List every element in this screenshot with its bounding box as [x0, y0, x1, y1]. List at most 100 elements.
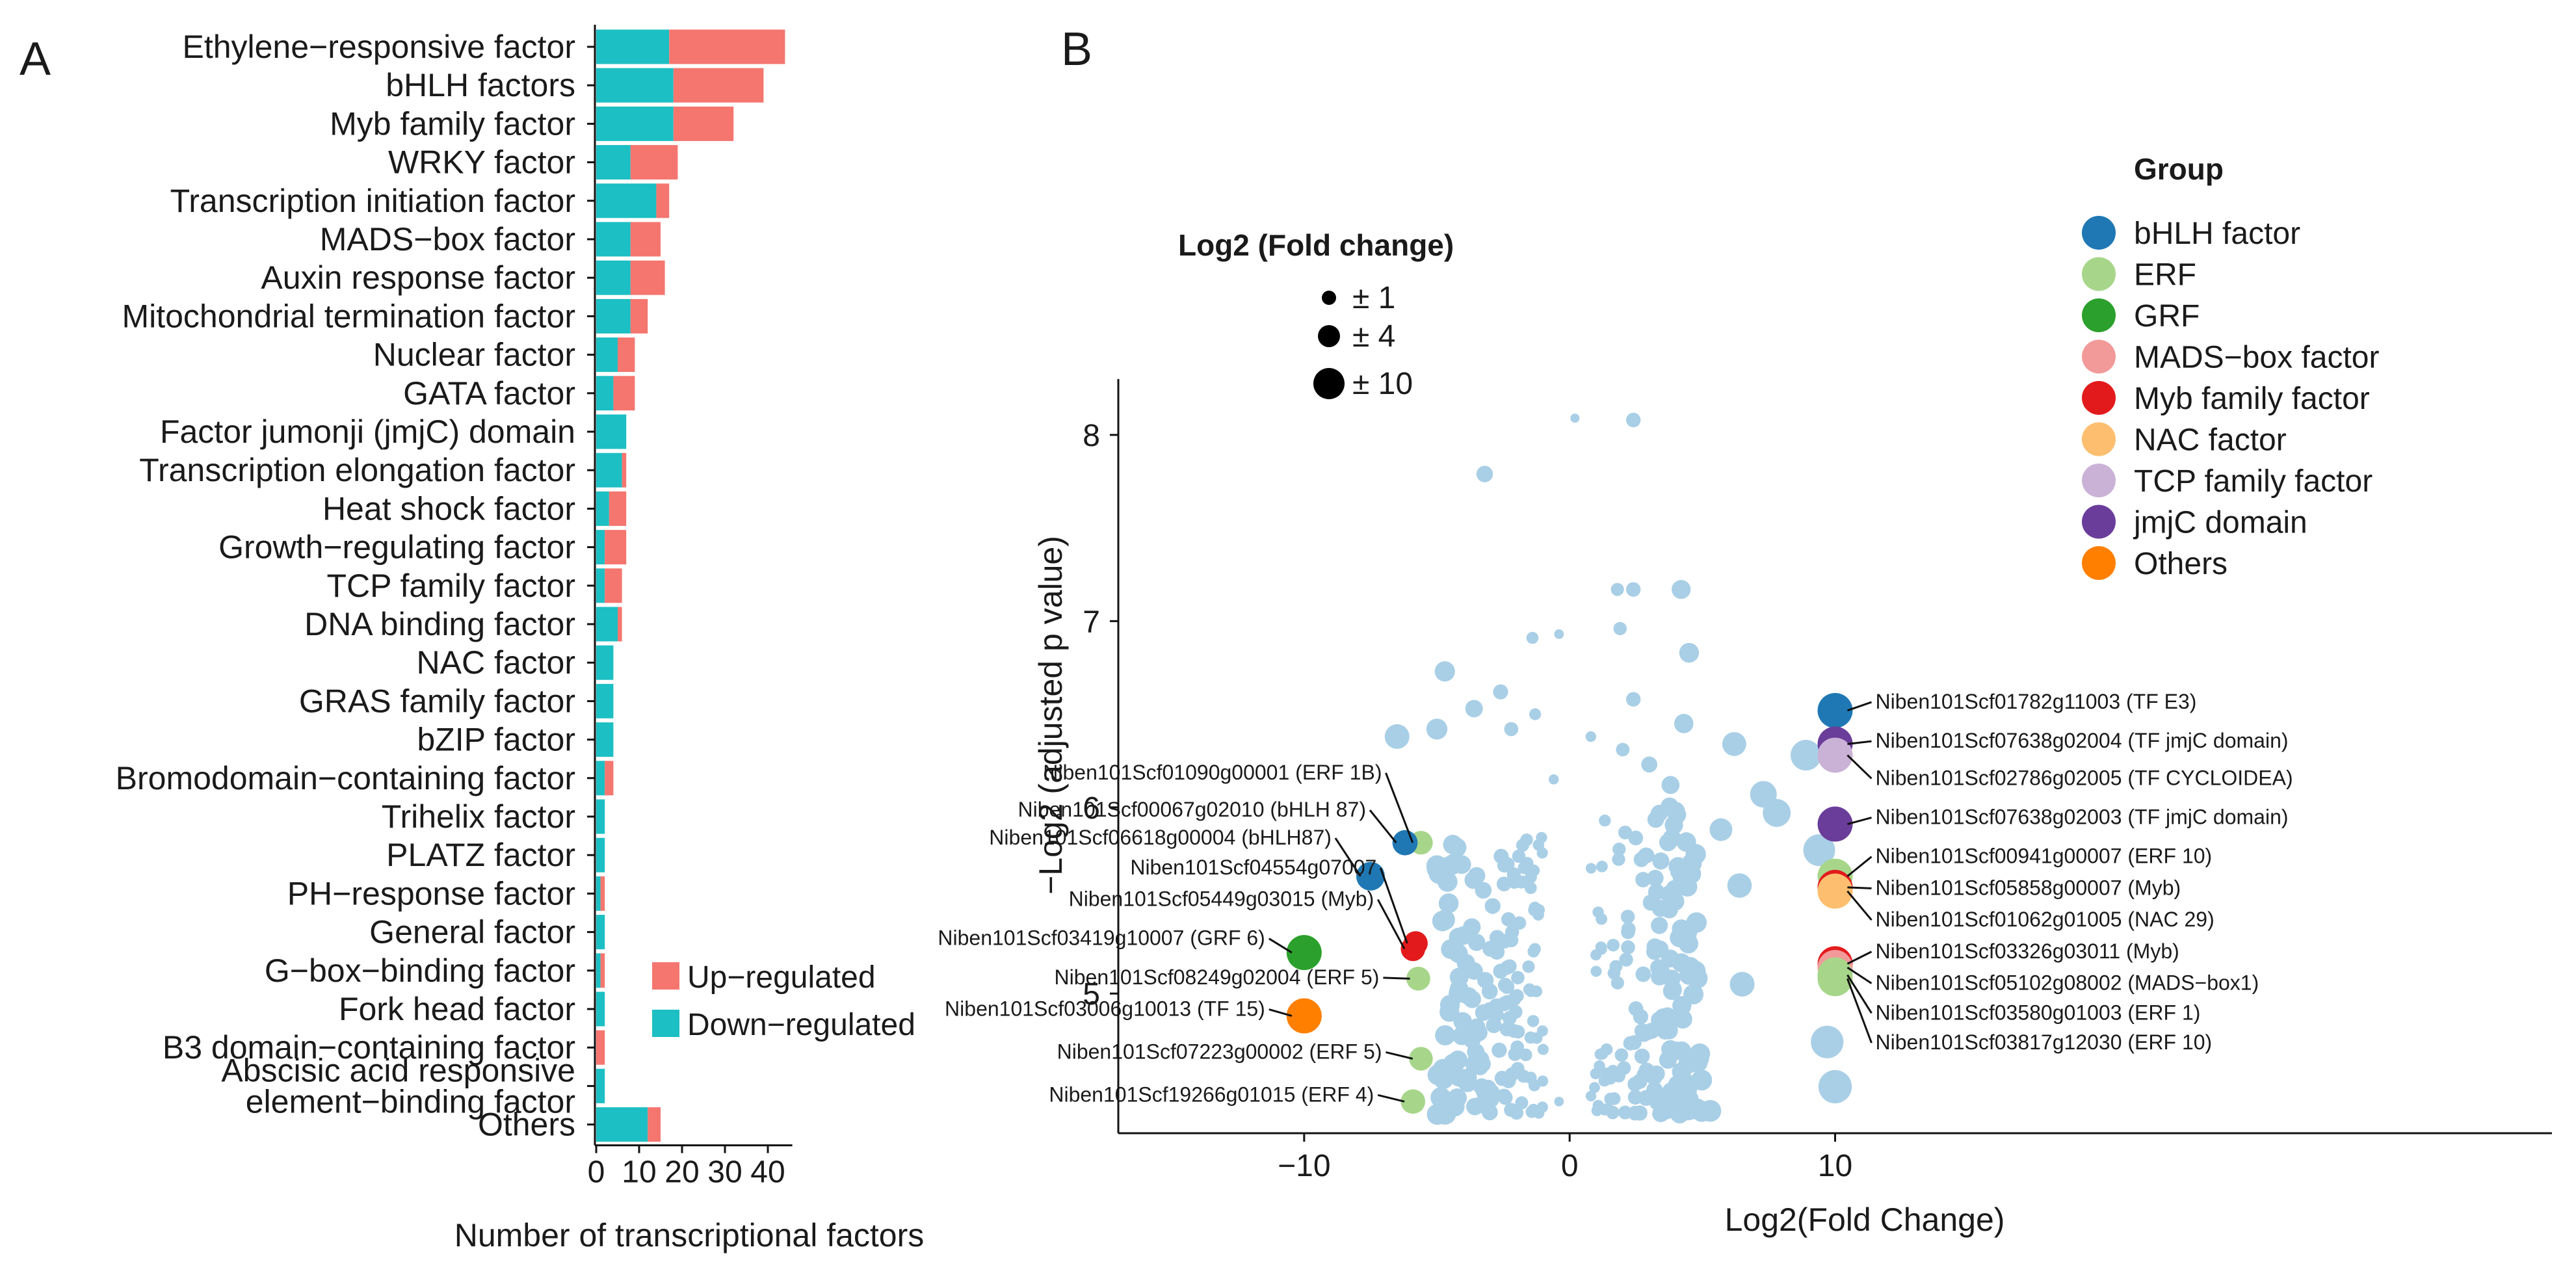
- volcano-point: [1554, 629, 1564, 639]
- annotation-leader-line: [1846, 978, 1873, 1043]
- volcano-point: [1449, 984, 1468, 1003]
- bar-chart-x-axis-title: Number of transcriptional factors: [454, 1217, 925, 1253]
- highlighted-point: [1817, 737, 1853, 773]
- annotation-leader-line: [1847, 740, 1872, 745]
- annotation-label: Niben101Scf19266g01015 (ERF 4): [1049, 1083, 1374, 1106]
- category-label: General factor: [369, 914, 575, 951]
- volcano-point: [1493, 848, 1509, 864]
- category-label: Bromodomain−containing factor: [116, 760, 575, 796]
- volcano-point: [1437, 871, 1458, 892]
- volcano-point: [1618, 1105, 1633, 1120]
- bar-down-regulated: [596, 876, 601, 911]
- annotation-leader-line: [1847, 701, 1872, 712]
- annotation-label: Niben101Scf00941g00007 (ERF 10): [1876, 845, 2213, 868]
- volcano-point: [1636, 1026, 1652, 1042]
- annotation-label: Niben101Scf07223g00002 (ERF 5): [1057, 1040, 1382, 1063]
- category-label: MADS−box factor: [320, 221, 575, 257]
- volcano-point: [1426, 718, 1448, 740]
- volcano-point: [1499, 979, 1515, 994]
- volcano-point: [1625, 692, 1641, 707]
- annotation-label: Niben101Scf05102g08002 (MADS−box1): [1876, 971, 2259, 994]
- bar-up-regulated: [669, 29, 785, 64]
- volcano-point: [1594, 1048, 1607, 1060]
- category-label: TCP family factor: [327, 568, 576, 604]
- annotation-leader-line: [1847, 754, 1873, 780]
- category-label: GRAS family factor: [299, 683, 575, 719]
- category-label: DNA binding factor: [304, 606, 575, 642]
- bar-down-regulated: [596, 991, 605, 1027]
- group-legend-label: jmjC domain: [2133, 506, 2307, 540]
- volcano-point: [1493, 684, 1508, 700]
- bar-up-regulated: [673, 106, 734, 141]
- annotation-label: Niben101Scf08249g02004 (ERF 5): [1055, 965, 1380, 989]
- volcano-point: [1627, 1090, 1643, 1105]
- volcano-point: [1526, 631, 1539, 644]
- category-label: Trihelix factor: [382, 798, 575, 835]
- bar-down-regulated: [596, 260, 631, 295]
- volcano-point: [1570, 413, 1580, 423]
- volcano-point: [1449, 967, 1469, 987]
- bar-up-regulated: [613, 376, 635, 411]
- bar-down-regulated: [596, 68, 674, 103]
- bar-down-regulated: [596, 683, 614, 718]
- size-legend-dot: [1318, 325, 1340, 347]
- volcano-point: [1464, 871, 1482, 889]
- volcano-point: [1633, 1009, 1649, 1025]
- volcano-point: [1434, 910, 1455, 930]
- volcano-point: [1763, 798, 1791, 827]
- category-label: PH−response factor: [287, 875, 575, 912]
- bar-up-regulated: [648, 1107, 661, 1142]
- bar-down-regulated: [596, 799, 605, 834]
- annotation-label: Niben101Scf06618g00004 (bHLH87): [989, 826, 1332, 849]
- volcano-point: [1585, 863, 1597, 874]
- volcano-point: [1519, 1048, 1532, 1062]
- bar-down-regulated: [596, 298, 631, 334]
- annotation-leader-line: [1847, 974, 1873, 1014]
- group-legend-title: Group: [2134, 152, 2224, 186]
- volcano-point: [1791, 740, 1822, 771]
- volcano-point: [1691, 1070, 1713, 1091]
- group-legend-label: MADS−box factor: [2134, 341, 2380, 375]
- highlighted-point: [1400, 1089, 1426, 1114]
- volcano-point: [1484, 898, 1501, 914]
- bar-down-regulated: [596, 607, 618, 642]
- volcano-point: [1652, 962, 1670, 980]
- volcano-point: [1646, 1068, 1663, 1086]
- x-tick-label: 10: [622, 1155, 656, 1190]
- bar-down-regulated: [596, 837, 605, 873]
- bar-chart-axes: 0 10 20 30 40: [587, 25, 793, 1190]
- category-label: G−box−binding factor: [265, 952, 575, 989]
- volcano-point: [1656, 1021, 1674, 1040]
- bar-up-regulated: [609, 491, 627, 526]
- volcano-point: [1595, 941, 1607, 953]
- bar-chart-legend: Up−regulated Down−regulated: [652, 960, 915, 1042]
- volcano-point: [1679, 642, 1700, 663]
- annotation-leader-line: [1386, 1051, 1413, 1060]
- volcano-point: [1617, 1061, 1631, 1075]
- category-label: Factor jumonji (jmjC) domain: [160, 413, 575, 450]
- volcano-point: [1524, 882, 1537, 895]
- x-tick-label: −10: [1278, 1149, 1330, 1183]
- x-tick-label: 30: [707, 1155, 742, 1190]
- size-legend-dot: [1313, 368, 1345, 399]
- volcano-point: [1625, 582, 1641, 597]
- volcano-point: [1709, 818, 1733, 841]
- legend-swatch: [652, 1010, 679, 1037]
- annotation-label: Niben101Scf07638g02004 (TF jmjC domain): [1876, 729, 2289, 752]
- volcano-point: [1465, 700, 1483, 718]
- group-legend-dot: [2082, 546, 2116, 580]
- annotation-leader-line: [1847, 856, 1873, 877]
- volcano-point: [1729, 971, 1755, 997]
- category-label: Myb family factor: [330, 105, 575, 142]
- bar-down-regulated: [596, 183, 657, 218]
- bar-down-regulated: [596, 915, 605, 950]
- group-legend-dot: [2082, 422, 2116, 456]
- x-tick-label: 40: [750, 1155, 785, 1190]
- volcano-x-axis-title: Log2(Fold Change): [1725, 1201, 2005, 1238]
- volcano-point: [1727, 873, 1752, 898]
- volcano-point: [1452, 855, 1471, 874]
- volcano-point: [1548, 774, 1559, 785]
- volcano-point: [1665, 880, 1685, 899]
- volcano-point: [1599, 814, 1611, 827]
- group-legend-label: TCP family factor: [2134, 464, 2372, 499]
